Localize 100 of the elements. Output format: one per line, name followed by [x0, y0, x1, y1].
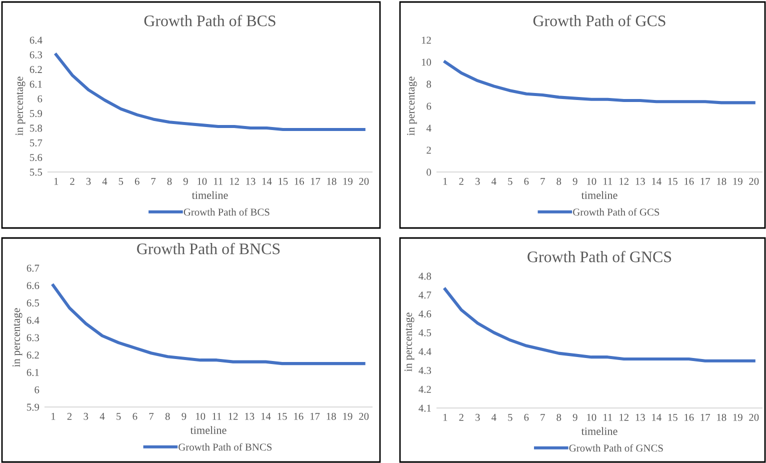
x-tick-label: 3: [476, 178, 480, 185]
x-tick-label: 11: [214, 178, 222, 185]
x-axis-title: timeline: [581, 427, 618, 435]
x-tick-label: 13: [246, 178, 256, 185]
legend-label: Growth Path of BNCS: [178, 443, 272, 451]
x-tick-label: 18: [327, 178, 336, 185]
x-tick-label: 12: [230, 178, 239, 185]
y-tick-label: 6.4: [26, 316, 40, 324]
x-tick-label: 16: [294, 178, 304, 185]
y-axis-title: in percentage: [16, 76, 26, 136]
x-axis-title: timeline: [581, 191, 618, 199]
x-tick-label: 13: [636, 178, 645, 185]
x-tick-label: 15: [668, 414, 678, 421]
x-tick-label: 19: [733, 178, 742, 185]
line-series: [52, 284, 366, 366]
x-tick-label: 12: [620, 414, 629, 421]
x-tick-label: 18: [326, 412, 336, 420]
y-axis-title: in percentage: [404, 312, 414, 372]
x-tick-label: 4: [491, 178, 496, 185]
x-tick-label: 20: [359, 412, 369, 420]
legend-label: Growth Path of GNCS: [569, 444, 663, 452]
x-tick-label: 1: [443, 414, 448, 421]
x-tick-label: 9: [572, 178, 578, 185]
x-tick-label: 15: [278, 412, 287, 420]
y-tick-label: 6.2: [26, 352, 39, 359]
x-tick-label: 2: [459, 414, 464, 421]
x-tick-label: 8: [556, 414, 562, 421]
x-tick-label: 10: [587, 178, 596, 185]
y-tick-label: 6.3: [26, 334, 40, 342]
x-tick-label: 15: [278, 178, 288, 185]
x-tick-label: 11: [604, 414, 612, 421]
x-tick-label: 1: [443, 178, 448, 185]
x-tick-label: 5: [118, 178, 124, 185]
x-tick-label: 16: [684, 178, 694, 185]
x-tick-label: 18: [717, 178, 726, 185]
x-tick-label: 2: [459, 178, 464, 185]
x-tick-label: 11: [212, 412, 222, 420]
y-tick-label: 6: [426, 102, 432, 110]
x-tick-label: 10: [198, 178, 207, 185]
x-tick-label: 12: [620, 178, 629, 185]
x-tick-label: 17: [700, 178, 710, 185]
x-tick-label: 17: [311, 178, 320, 185]
x-tick-label: 5: [116, 412, 121, 420]
x-tick-label: 5: [508, 178, 512, 185]
line-series: [444, 288, 756, 362]
y-tick-label: 4.6: [418, 310, 432, 318]
x-tick-label: 15: [668, 178, 678, 185]
y-tick-label: 5.9: [27, 404, 40, 411]
x-tick-label: 17: [310, 412, 320, 420]
x-tick-label: 3: [86, 178, 91, 185]
chart-title: Growth Path of GNCS: [528, 250, 672, 262]
x-tick-label: 6: [524, 414, 529, 421]
x-tick-label: 16: [684, 414, 694, 421]
x-tick-label: 1: [54, 178, 58, 185]
x-tick-label: 6: [524, 178, 529, 185]
x-tick-label: 8: [167, 178, 172, 185]
x-tick-label: 4: [102, 178, 108, 185]
x-tick-label: 16: [294, 412, 304, 420]
y-tick-label: 6.6: [26, 282, 40, 290]
y-axis-title: in percentage: [12, 308, 22, 368]
y-tick-label: 6: [38, 95, 42, 102]
x-tick-label: 7: [540, 178, 545, 185]
x-tick-label: 20: [749, 414, 759, 421]
x-tick-label: 7: [151, 178, 156, 185]
x-tick-label: 1: [51, 412, 56, 420]
y-tick-label: 5.5: [30, 168, 42, 176]
y-tick-label: 2: [426, 146, 431, 154]
x-tick-label: 9: [182, 412, 186, 420]
y-tick-label: 4.3: [418, 367, 432, 374]
y-tick-label: 5.7: [30, 139, 42, 146]
x-tick-label: 4: [100, 412, 105, 420]
y-tick-label: 12: [422, 36, 431, 44]
y-tick-label: 5.6: [30, 154, 42, 162]
x-tick-label: 14: [652, 178, 662, 185]
x-tick-label: 9: [572, 414, 578, 421]
x-tick-label: 7: [149, 412, 154, 420]
chart-title: Growth Path of GCS: [533, 14, 666, 26]
x-tick-label: 3: [476, 414, 480, 421]
y-tick-label: 6.1: [26, 368, 39, 376]
x-tick-label: 18: [717, 414, 726, 421]
y-tick-label: 6.4: [30, 36, 42, 44]
x-tick-label: 13: [636, 414, 645, 421]
y-tick-label: 0: [426, 168, 432, 176]
y-axis-title: in percentage: [407, 76, 417, 136]
line-series: [444, 60, 756, 104]
x-tick-label: 11: [604, 178, 612, 185]
y-tick-label: 4.1: [418, 404, 431, 412]
x-tick-label: 19: [343, 178, 352, 185]
chart-title: Growth Path of BNCS: [137, 242, 280, 254]
x-tick-label: 17: [700, 414, 710, 421]
y-tick-label: 4.7: [418, 292, 432, 299]
x-tick-label: 19: [343, 412, 352, 420]
x-tick-label: 2: [70, 178, 74, 185]
x-tick-label: 5: [508, 414, 512, 421]
x-tick-label: 14: [261, 412, 271, 420]
y-tick-label: 6.3: [30, 51, 42, 58]
x-axis-title: timeline: [192, 191, 228, 199]
y-tick-label: 4.5: [418, 329, 432, 336]
y-tick-label: 6.2: [30, 66, 42, 74]
x-tick-label: 12: [228, 412, 238, 420]
